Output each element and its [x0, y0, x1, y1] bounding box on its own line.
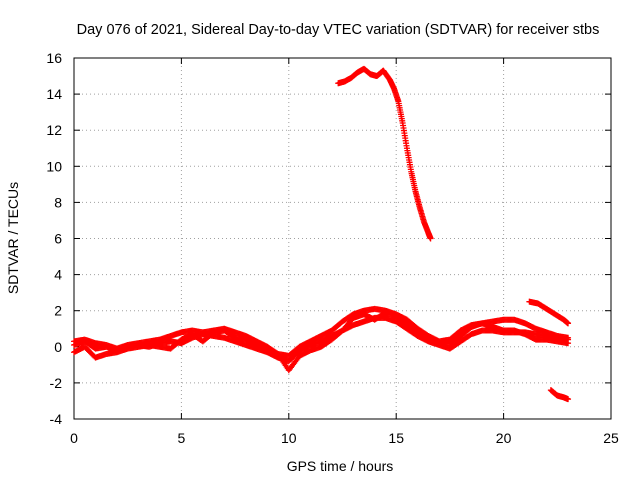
- x-tick-label: 25: [603, 430, 619, 446]
- series-track-c: [71, 305, 572, 359]
- data-point: [565, 340, 572, 347]
- y-tick-label: 6: [54, 231, 62, 247]
- x-axis-title: GPS time / hours: [287, 458, 394, 474]
- y-tick-label: 8: [54, 194, 62, 210]
- data-point: [565, 334, 572, 341]
- y-axis-title: SDTVAR / TECUs: [5, 182, 21, 294]
- y-tick-label: 10: [46, 158, 62, 174]
- data-point: [565, 320, 572, 327]
- ticks: 0 5 10 15 20 25 -4 -2 0 2 4 6 8 10 12 14 16: [46, 50, 619, 446]
- data-point: [427, 235, 434, 242]
- series-high-arc: [335, 65, 434, 242]
- y-tick-label: 14: [46, 86, 62, 102]
- y-tick-label: 12: [46, 122, 62, 138]
- x-tick-label: 10: [281, 430, 297, 446]
- data-point: [565, 396, 572, 403]
- x-tick-label: 0: [70, 430, 78, 446]
- data-layer: [71, 65, 572, 403]
- series-late-upper: [526, 298, 572, 327]
- x-tick-label: 20: [496, 430, 512, 446]
- x-tick-label: 15: [388, 430, 404, 446]
- y-tick-label: -2: [50, 375, 63, 391]
- x-tick-label: 5: [178, 430, 186, 446]
- series-late-lower: [547, 387, 572, 403]
- y-tick-label: -4: [50, 411, 63, 427]
- y-tick-label: 0: [54, 339, 62, 355]
- chart-title: Day 076 of 2021, Sidereal Day-to-day VTE…: [77, 22, 600, 38]
- grid: [74, 58, 611, 419]
- y-tick-label: 16: [46, 50, 62, 66]
- y-tick-label: 4: [54, 267, 62, 283]
- y-tick-label: 2: [54, 303, 62, 319]
